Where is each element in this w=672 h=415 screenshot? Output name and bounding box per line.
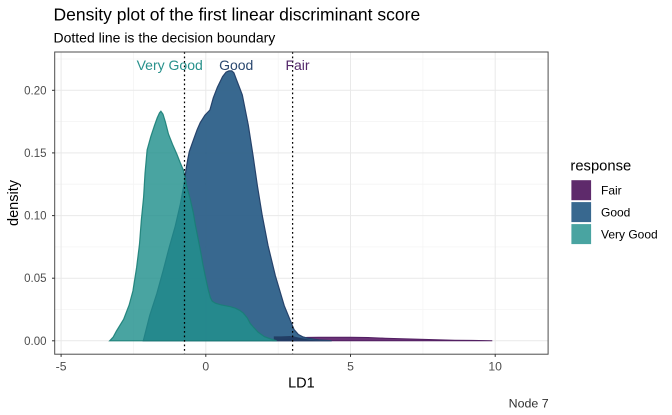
- svg-text:0.20: 0.20: [24, 85, 46, 97]
- svg-text:Very Good: Very Good: [137, 57, 203, 73]
- svg-text:Very Good: Very Good: [601, 227, 658, 241]
- svg-text:0: 0: [202, 359, 209, 373]
- svg-text:0.15: 0.15: [24, 148, 46, 160]
- svg-text:Good: Good: [601, 205, 630, 219]
- svg-text:10: 10: [488, 359, 502, 373]
- svg-text:Dotted line is the decision bo: Dotted line is the decision boundary: [54, 29, 276, 45]
- svg-text:LD1: LD1: [288, 375, 315, 391]
- svg-text:0.10: 0.10: [24, 211, 46, 223]
- svg-text:Fair: Fair: [285, 57, 309, 73]
- svg-text:Fair: Fair: [601, 183, 622, 197]
- svg-text:Good: Good: [219, 57, 253, 73]
- svg-text:density: density: [6, 179, 22, 226]
- svg-text:5: 5: [347, 359, 354, 373]
- svg-text:Node 7: Node 7: [509, 396, 549, 410]
- svg-text:-5: -5: [56, 359, 67, 373]
- svg-text:response: response: [570, 158, 631, 174]
- svg-text:Density plot of the first line: Density plot of the first linear discrim…: [54, 5, 421, 25]
- svg-text:0.00: 0.00: [24, 336, 46, 348]
- svg-text:0.05: 0.05: [24, 273, 46, 285]
